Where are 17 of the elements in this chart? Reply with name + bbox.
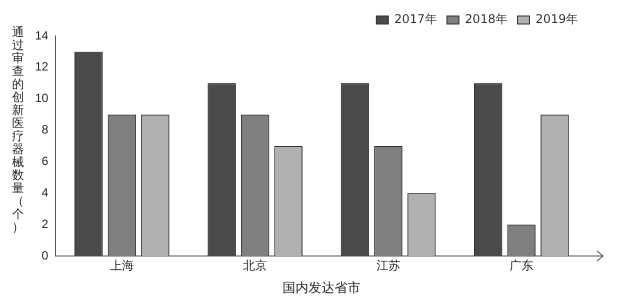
x-axis-title: 国内发达省市 — [282, 280, 361, 295]
y-tick-label: 14 — [34, 28, 49, 42]
x-tick-label: 上海 — [110, 258, 134, 273]
y-tick-label: 6 — [42, 154, 49, 168]
y-tick-label: 2 — [42, 216, 49, 231]
y-tick-label: 12 — [34, 60, 49, 74]
legend-label: 2017年 — [394, 12, 437, 26]
x-tick-label: 江苏 — [376, 258, 400, 273]
x-tick-label: 广东 — [509, 258, 534, 273]
y-tick-label: 4 — [42, 185, 49, 200]
y-tick-label: 10 — [34, 91, 49, 106]
legend-label: 2019年 — [535, 12, 578, 26]
text: 通过审查的创新医疗器械数量（个） — [12, 25, 24, 234]
y-tick-label: 8 — [42, 122, 49, 137]
x-tick-label: 北京 — [243, 258, 268, 273]
legend-label: 2018年 — [464, 12, 508, 26]
y-tick-label: 0 — [42, 248, 49, 262]
